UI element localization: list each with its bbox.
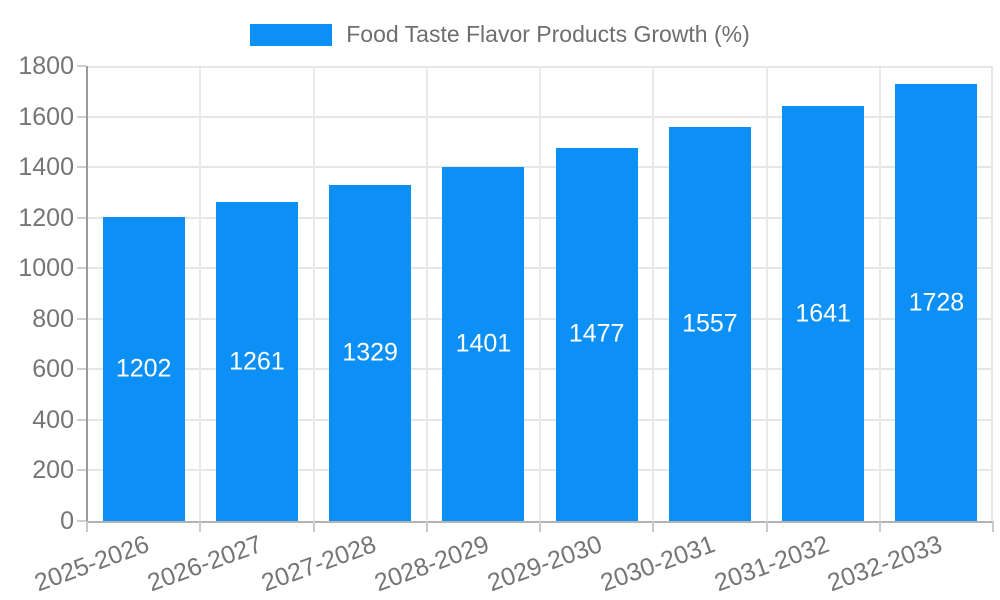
y-tick-label: 1400	[18, 153, 74, 182]
bar-value-label: 1202	[115, 354, 172, 383]
gridline-vertical	[652, 66, 655, 521]
bar-value-label: 1401	[455, 329, 512, 358]
y-axis-tick	[77, 520, 86, 522]
y-tick-label: 0	[60, 507, 74, 535]
legend-label: Food Taste Flavor Products Growth (%)	[346, 21, 750, 47]
bar: 1329	[329, 185, 412, 521]
gridline-vertical	[425, 66, 428, 521]
bar-value-label: 1261	[229, 347, 285, 376]
y-axis-tick	[77, 418, 86, 421]
y-axis-tick	[77, 368, 86, 371]
legend-swatch	[250, 23, 333, 46]
bar: 1261	[215, 202, 298, 521]
x-axis-tick	[878, 521, 881, 532]
y-tick-label: 1200	[18, 203, 74, 232]
bar: 1401	[442, 166, 525, 521]
y-tick-label: 800	[32, 304, 74, 333]
y-tick-label: 600	[32, 355, 74, 384]
x-tick-label: 2026-2027	[144, 530, 267, 598]
y-axis-tick	[77, 469, 86, 472]
bar-value-label: 1477	[568, 319, 625, 348]
x-tick-label: 2028-2029	[370, 530, 493, 598]
y-tick-label: 200	[32, 456, 74, 485]
gridline-vertical	[765, 66, 768, 521]
bar: 1202	[102, 217, 185, 521]
bar: 1477	[555, 147, 638, 521]
x-tick-label: 2029-2030	[483, 530, 606, 598]
y-axis-tick	[77, 65, 86, 67]
x-axis-tick	[199, 521, 202, 532]
x-tick-label: 2027-2028	[257, 530, 380, 598]
y-axis-tick	[77, 317, 86, 320]
x-axis-tick	[652, 521, 655, 532]
legend: Food Taste Flavor Products Growth (%)	[0, 21, 1000, 48]
gridline-vertical	[539, 66, 541, 521]
bar-value-label: 1641	[795, 299, 851, 328]
bar: 1728	[895, 84, 978, 521]
x-tick-label: 2025-2026	[30, 530, 153, 598]
y-axis-line	[86, 66, 88, 523]
x-tick-label: 2032-2033	[823, 530, 946, 598]
bar-value-label: 1329	[342, 338, 398, 367]
x-tick-label: 2030-2031	[597, 530, 720, 598]
y-tick-label: 1600	[18, 102, 74, 131]
gridline-vertical	[199, 66, 202, 521]
x-axis-tick	[86, 521, 88, 532]
y-axis-tick	[77, 216, 86, 219]
y-tick-label: 1000	[18, 254, 74, 283]
bar: 1641	[782, 106, 865, 521]
gridline-vertical	[878, 66, 881, 521]
x-axis-tick	[425, 521, 428, 532]
plot-border-right	[991, 66, 993, 521]
x-axis-tick	[539, 521, 541, 532]
bar-value-label: 1557	[682, 309, 738, 338]
y-tick-label: 1800	[18, 52, 74, 80]
y-tick-label: 400	[32, 405, 74, 434]
y-axis-tick	[77, 166, 86, 169]
gridline-vertical	[312, 66, 315, 521]
bar: 1557	[668, 127, 751, 521]
bar-value-label: 1728	[908, 288, 965, 317]
y-axis-tick	[77, 115, 86, 118]
plot-area: 0 200 400 600 800 1000 1200 1400 1600 1800 1202 126…	[18, 52, 994, 535]
x-axis-tick	[765, 521, 768, 532]
x-axis-tick	[312, 521, 315, 532]
x-tick-label: 2031-2032	[710, 530, 833, 598]
y-axis-tick	[77, 267, 86, 270]
x-axis-tick	[992, 521, 994, 532]
